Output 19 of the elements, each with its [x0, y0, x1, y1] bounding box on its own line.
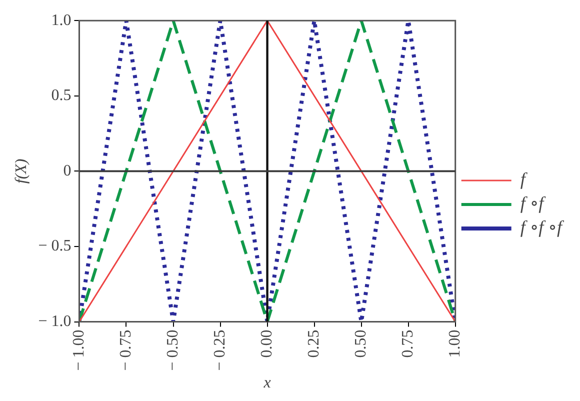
x-tick-label: 1.00: [446, 330, 464, 358]
legend-label: f ∘f ∘f: [520, 217, 565, 238]
y-tick-label: − 1.0: [38, 312, 72, 330]
x-axis-title: x: [262, 374, 271, 392]
x-tick-label: − 0.75: [117, 330, 134, 371]
x-tick-label: 0.50: [352, 330, 370, 358]
y-tick-label: − 0.5: [38, 238, 72, 255]
legend-label: f ∘f: [520, 193, 547, 214]
x-tick-label: 0.25: [306, 330, 323, 358]
legend-label: f: [520, 169, 528, 190]
x-tick-label: − 1.00: [70, 330, 88, 371]
y-tick-label: 0.5: [51, 87, 72, 104]
y-axis-title: f(X): [12, 158, 30, 184]
x-tick-label: − 0.25: [211, 330, 228, 371]
x-tick-label: 0.75: [400, 330, 417, 358]
y-tick-label: 1.0: [51, 12, 72, 29]
x-tick-label: 0.00: [258, 330, 276, 358]
y-tick-label: 0: [63, 162, 72, 180]
x-tick-label: − 0.50: [164, 330, 182, 371]
